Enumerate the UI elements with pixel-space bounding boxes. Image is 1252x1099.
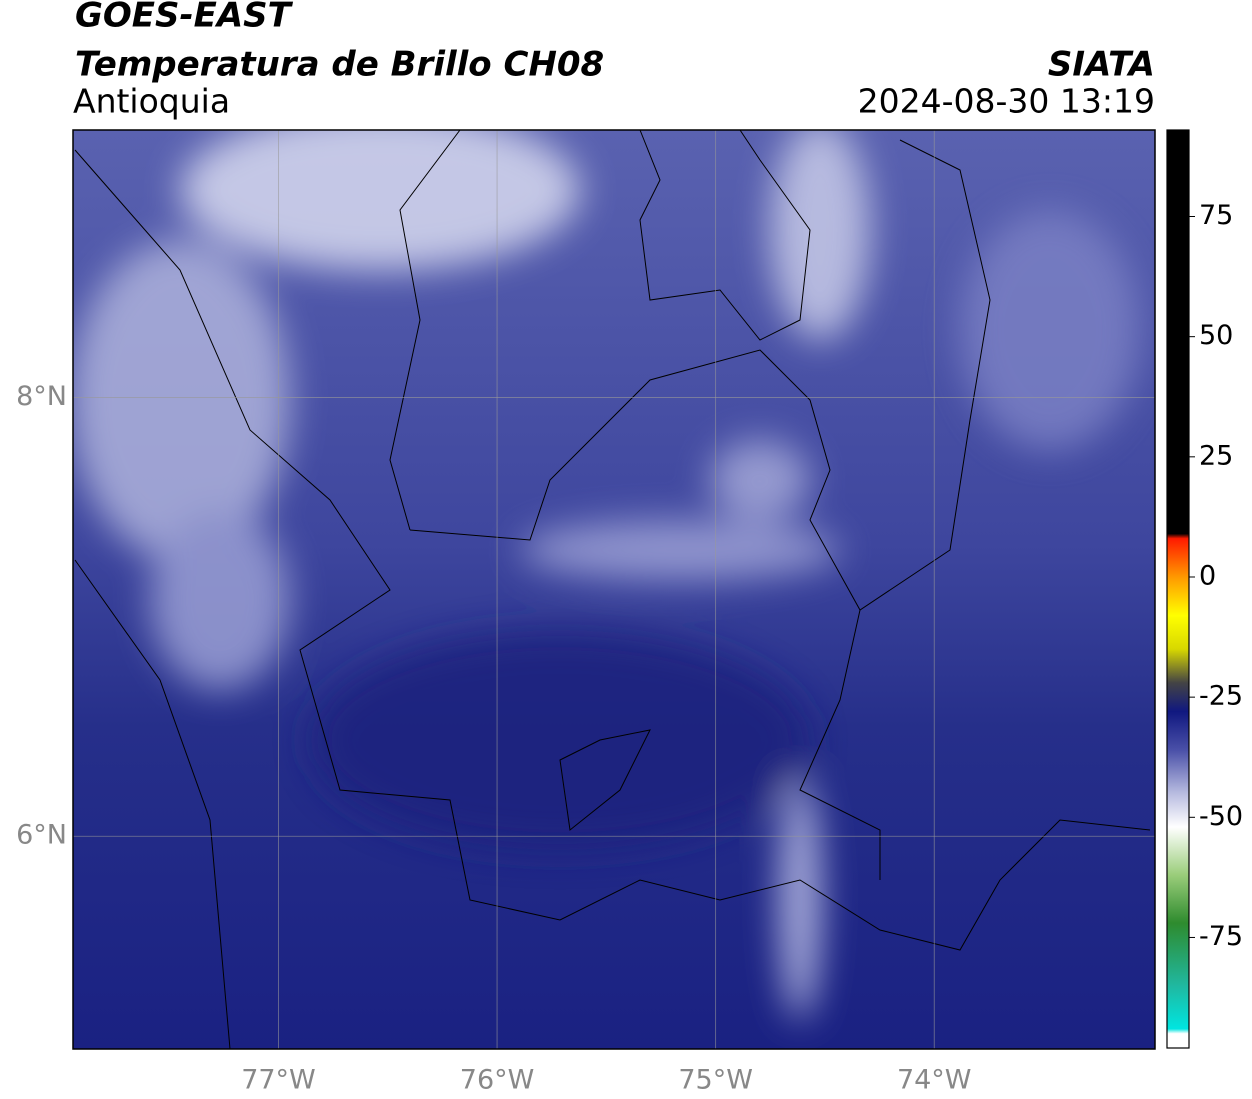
title: GOES-EAST (75, 0, 294, 36)
region: Antioquia (73, 82, 230, 121)
colorbar-tick-label: 50 (1199, 320, 1233, 351)
colorbar-tick-label: -25 (1199, 681, 1243, 712)
y-tick-label: 8°N (16, 381, 67, 412)
colorbar-fill (1166, 129, 1190, 1049)
y-tick-label: 6°N (16, 820, 67, 851)
datetime: 2024-08-30 13:19 (858, 82, 1155, 121)
x-tick-label: 77°W (241, 1065, 316, 1096)
source: SIATA (1048, 45, 1155, 85)
x-tick-label: 74°W (897, 1065, 972, 1096)
map-frame (72, 129, 1156, 1050)
x-tick-label: 76°W (460, 1065, 535, 1096)
colorbar-tick-label: 0 (1199, 560, 1216, 591)
satellite-image (73, 130, 1155, 1049)
colorbar: -75 -50 -25 0 25 50 75 (1166, 129, 1243, 1049)
colorbar-tick-label: 75 (1199, 200, 1233, 231)
graticule (73, 130, 1155, 1049)
colorbar-tick-label: 25 (1199, 440, 1233, 471)
subtitle: Temperatura de Brillo CH08 (75, 45, 604, 85)
colorbar-tick-label: -75 (1199, 921, 1243, 952)
colorbar-tick-label: -50 (1199, 801, 1243, 832)
x-tick-label: 75°W (678, 1065, 753, 1096)
